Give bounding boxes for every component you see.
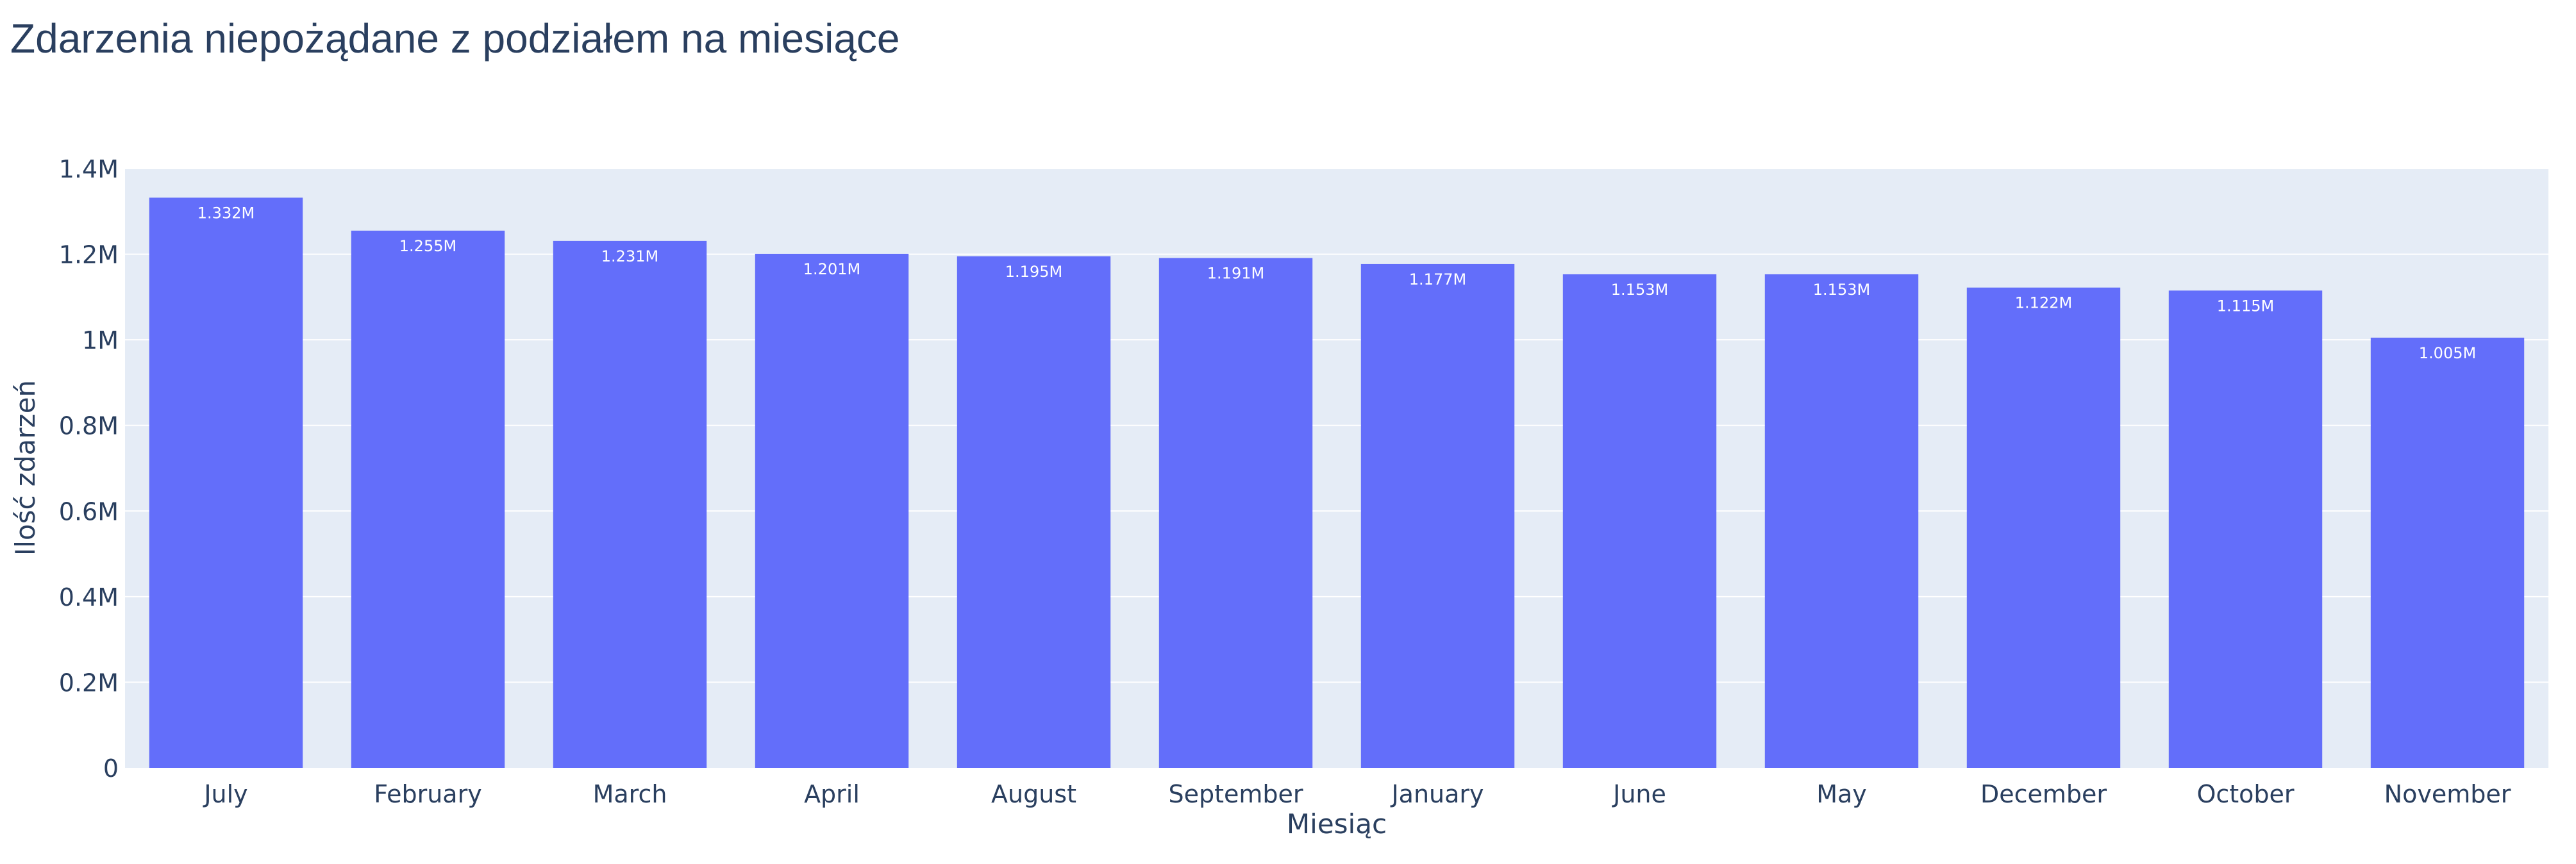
x-tick-label: April bbox=[804, 780, 860, 808]
bar-data-label: 1.177M bbox=[1409, 270, 1466, 288]
bar-data-label: 1.231M bbox=[601, 247, 658, 265]
y-axis-ticks: 0 0.2M 0.4M 0.6M 0.8M 1M 1.2M 1.4M bbox=[59, 155, 119, 783]
y-tick-label: 0.6M bbox=[59, 497, 119, 526]
x-tick-label: January bbox=[1390, 780, 1484, 808]
bar bbox=[1159, 258, 1312, 768]
bar-data-label: 1.115M bbox=[2217, 297, 2274, 315]
bar-data-label: 1.191M bbox=[1207, 265, 1264, 283]
bar bbox=[2169, 290, 2322, 768]
bar bbox=[1563, 274, 1716, 768]
bar bbox=[553, 241, 707, 768]
y-axis-title: Ilość zdarzeń bbox=[10, 380, 41, 556]
bar bbox=[755, 254, 908, 768]
x-tick-label: July bbox=[203, 780, 247, 808]
bar-data-label: 1.201M bbox=[803, 260, 860, 278]
x-axis-ticks: July February March April August September Jan… bbox=[203, 780, 2511, 808]
y-tick-label: 1.2M bbox=[59, 241, 119, 269]
y-tick-label: 0.2M bbox=[59, 669, 119, 697]
y-tick-label: 0.8M bbox=[59, 412, 119, 440]
x-axis-title: Miesiąc bbox=[1287, 808, 1387, 840]
bar bbox=[1361, 264, 1514, 768]
x-tick-label: December bbox=[1980, 780, 2107, 808]
bar bbox=[2371, 338, 2524, 768]
x-tick-label: March bbox=[593, 780, 667, 808]
bar-data-label: 1.255M bbox=[399, 237, 456, 255]
bar bbox=[351, 231, 505, 768]
x-tick-label: February bbox=[374, 780, 481, 808]
x-tick-label: October bbox=[2196, 780, 2294, 808]
x-tick-label: November bbox=[2384, 780, 2511, 808]
x-tick-label: September bbox=[1168, 780, 1303, 808]
y-tick-label: 0.4M bbox=[59, 583, 119, 611]
bar-data-label: 1.195M bbox=[1005, 263, 1062, 281]
bar-data-label: 1.332M bbox=[197, 204, 255, 222]
x-tick-label: August bbox=[991, 780, 1076, 808]
bar-data-label: 1.122M bbox=[2015, 294, 2072, 312]
bar-data-label: 1.005M bbox=[2419, 344, 2476, 362]
y-tick-label: 1.4M bbox=[59, 155, 119, 183]
bar bbox=[149, 197, 303, 768]
x-tick-label: June bbox=[1612, 780, 1666, 808]
bar bbox=[1765, 274, 1918, 768]
y-tick-label: 1M bbox=[82, 326, 119, 354]
bar-data-label: 1.153M bbox=[1813, 281, 1870, 299]
chart-title: Zdarzenia niepożądane z podziałem na mie… bbox=[10, 15, 900, 62]
x-tick-label: May bbox=[1816, 780, 1867, 808]
bar-data-label: 1.153M bbox=[1611, 281, 1668, 299]
y-tick-label: 0 bbox=[103, 754, 119, 783]
bar bbox=[957, 256, 1110, 768]
bar bbox=[1967, 288, 2120, 768]
